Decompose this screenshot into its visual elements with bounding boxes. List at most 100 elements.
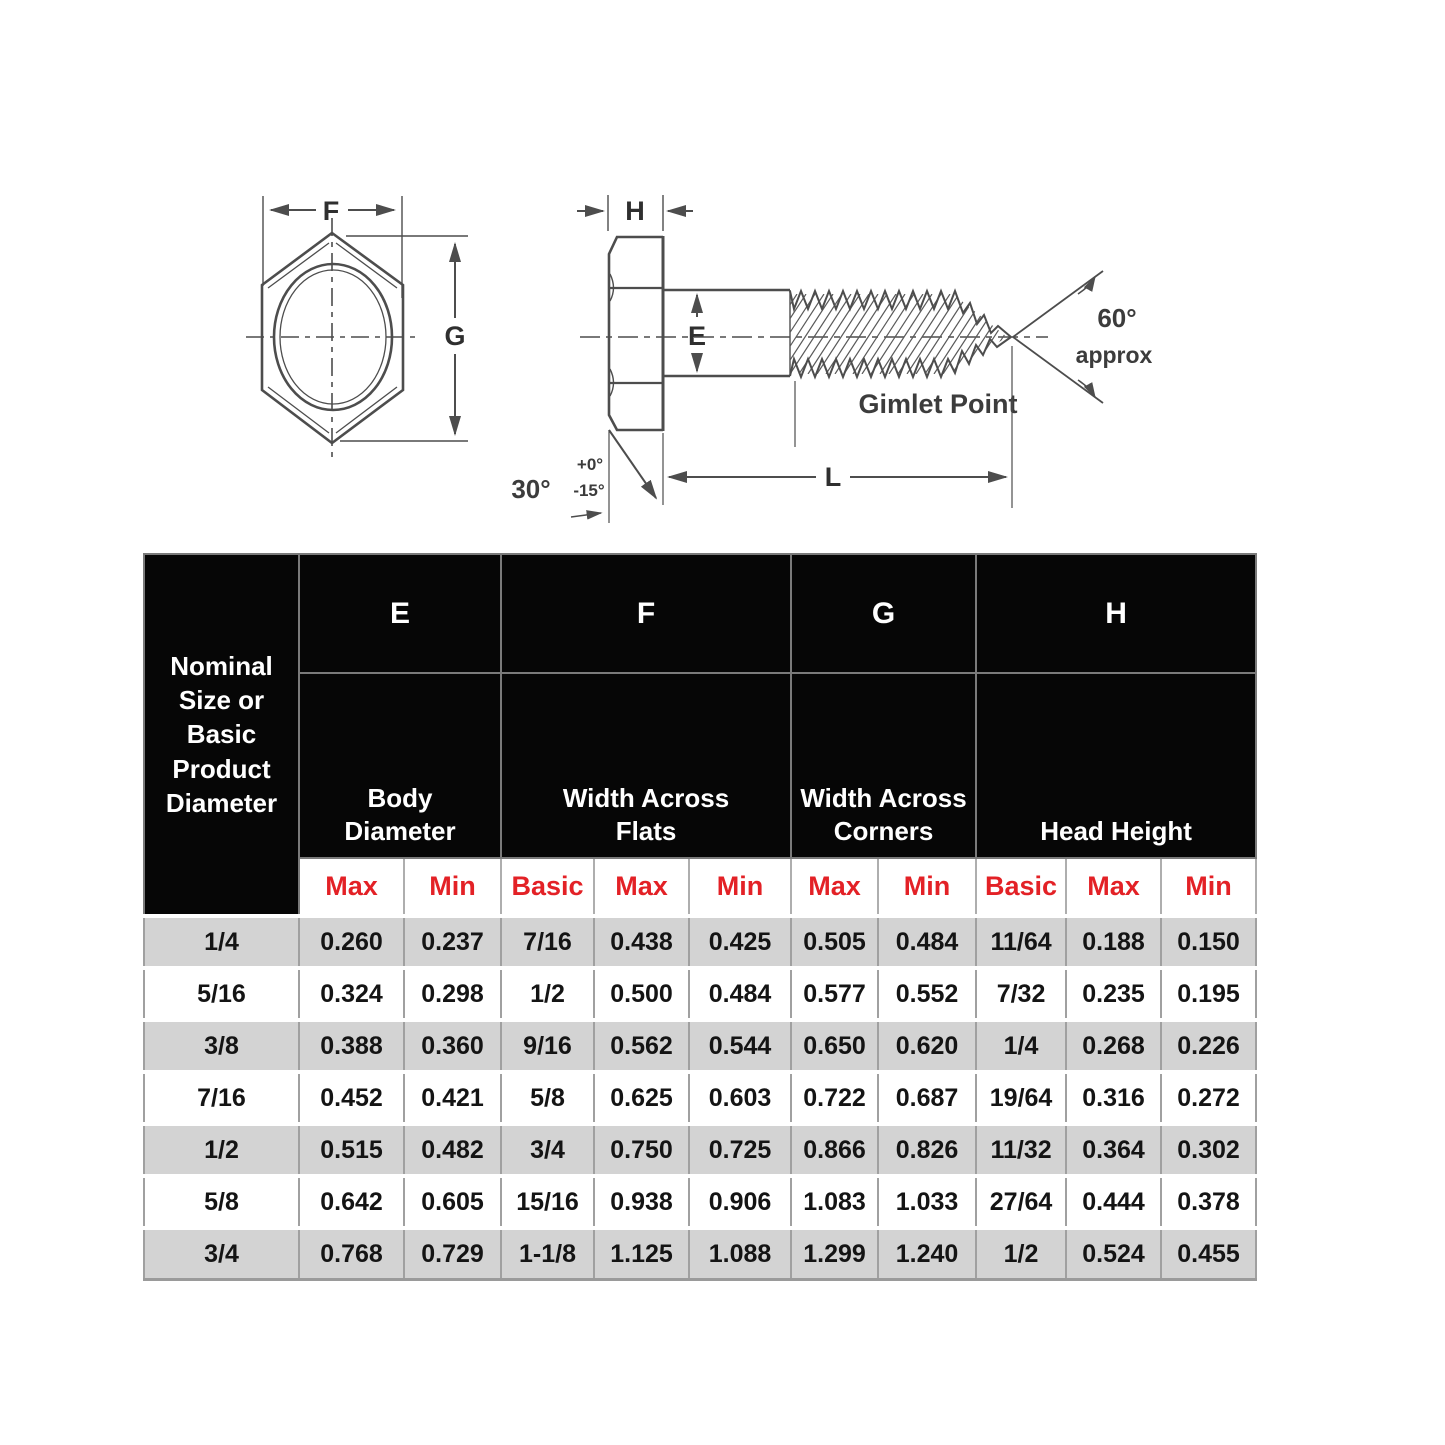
header-row-letters: Nominal Size or Basic Product Diameter E… xyxy=(143,553,1258,917)
value-cell: 0.444 xyxy=(1065,1174,1163,1230)
head-facet-lines xyxy=(609,286,663,385)
value-cell: 0.722 xyxy=(790,1070,880,1126)
corner-header-text: Nominal Size or Basic Product Diameter xyxy=(165,650,278,818)
table-row: 3/8 0.388 0.360 9/16 0.562 0.544 0.650 0.620 1/4… xyxy=(143,1018,1258,1074)
value-cell: 0.642 xyxy=(298,1174,405,1230)
row-size-cell: 5/8 xyxy=(143,1174,300,1230)
sub-g-min: Min xyxy=(877,857,978,917)
thread-profile-bottom xyxy=(789,336,1012,380)
col-group-h-name: Head Height xyxy=(975,672,1258,859)
value-cell: 0.524 xyxy=(1065,1226,1163,1281)
value-cell: 15/16 xyxy=(500,1174,596,1230)
value-cell: 5/8 xyxy=(500,1070,596,1126)
value-cell: 3/4 xyxy=(500,1122,596,1178)
value-cell: 1.088 xyxy=(688,1226,793,1281)
col-group-g-name: Width Across Corners xyxy=(790,672,978,859)
g-name-text: Width Across Corners xyxy=(800,783,967,846)
sub-f-max: Max xyxy=(593,857,691,917)
value-cell: 0.625 xyxy=(593,1070,691,1126)
header-row-names: Body Diameter Width Across Flats Width A… xyxy=(144,672,1258,859)
value-cell: 1/4 xyxy=(975,1018,1068,1074)
value-cell: 11/64 xyxy=(975,914,1068,970)
screw-body xyxy=(663,288,791,378)
row-size-cell: 3/4 xyxy=(143,1226,300,1281)
value-cell: 0.484 xyxy=(688,966,793,1022)
chamfer-angle-label: 30° xyxy=(511,474,550,504)
f-label: F xyxy=(323,196,340,226)
value-cell: 0.195 xyxy=(1160,966,1258,1022)
head-corner-arcs xyxy=(609,273,615,397)
value-cell: 0.237 xyxy=(402,914,503,970)
h-dimension: H xyxy=(577,195,693,231)
chamfer-angle-callout: 30° +0° -15° xyxy=(511,429,658,523)
value-cell: 0.906 xyxy=(688,1174,793,1230)
value-cell: 0.455 xyxy=(1160,1226,1258,1281)
value-cell: 7/16 xyxy=(500,914,596,970)
value-cell: 0.687 xyxy=(877,1070,978,1126)
g-label: G xyxy=(444,321,465,351)
value-cell: 0.484 xyxy=(877,914,978,970)
value-cell: 1.240 xyxy=(877,1226,978,1281)
e-dimension: E xyxy=(688,293,706,373)
value-cell: 0.515 xyxy=(298,1122,405,1178)
threaded-section xyxy=(789,288,1012,447)
col-group-g-letter: G xyxy=(790,553,978,674)
hex-head-side-view xyxy=(607,235,665,432)
value-cell: 0.562 xyxy=(593,1018,691,1074)
value-cell: 0.425 xyxy=(688,914,793,970)
row-size-cell: 1/2 xyxy=(143,1122,300,1178)
h-name-text: Head Height xyxy=(1040,815,1192,846)
value-cell: 0.482 xyxy=(402,1122,503,1178)
l-label: L xyxy=(825,462,842,492)
table-row: 1/2 0.515 0.482 3/4 0.750 0.725 0.866 0.826 11/3… xyxy=(143,1122,1258,1178)
head-outline xyxy=(607,235,663,432)
col-group-e-name: Body Diameter xyxy=(297,672,503,859)
thread-profile-top xyxy=(789,288,1012,338)
value-cell: 0.505 xyxy=(790,914,880,970)
value-cell: 27/64 xyxy=(975,1174,1068,1230)
sub-h-basic: Basic xyxy=(975,857,1068,917)
gimlet-point-label: Gimlet Point xyxy=(858,389,1017,419)
value-cell: 0.826 xyxy=(877,1122,978,1178)
value-cell: 0.603 xyxy=(688,1070,793,1126)
sub-f-basic: Basic xyxy=(500,857,596,917)
value-cell: 1.083 xyxy=(790,1174,880,1230)
value-cell: 0.938 xyxy=(593,1174,691,1230)
hex-head-front-view xyxy=(246,218,420,457)
lag-screw-spec-table: Nominal Size or Basic Product Diameter E… xyxy=(143,553,1258,1281)
table-row: 5/16 0.324 0.298 1/2 0.500 0.484 0.577 0.552 7/3… xyxy=(143,966,1258,1022)
row-size-cell: 5/16 xyxy=(143,966,300,1022)
sub-h-max: Max xyxy=(1065,857,1163,917)
thread-hatching xyxy=(790,294,1007,374)
value-cell: 1/2 xyxy=(500,966,596,1022)
row-size-cell: 7/16 xyxy=(143,1070,300,1126)
sub-g-max: Max xyxy=(790,857,880,917)
sub-f-min: Min xyxy=(688,857,793,917)
point-angle-label: 60° xyxy=(1097,303,1136,333)
value-cell: 0.866 xyxy=(790,1122,880,1178)
value-cell: 0.360 xyxy=(402,1018,503,1074)
sub-e-min: Min xyxy=(402,857,503,917)
table-row: 7/16 0.452 0.421 5/8 0.625 0.603 0.722 0.687 19/… xyxy=(143,1070,1258,1126)
value-cell: 0.324 xyxy=(298,966,405,1022)
value-cell: 0.302 xyxy=(1160,1122,1258,1178)
value-cell: 0.316 xyxy=(1065,1070,1163,1126)
value-cell: 1.033 xyxy=(877,1174,978,1230)
value-cell: 9/16 xyxy=(500,1018,596,1074)
value-cell: 0.650 xyxy=(790,1018,880,1074)
value-cell: 19/64 xyxy=(975,1070,1068,1126)
value-cell: 0.378 xyxy=(1160,1174,1258,1230)
table-row: 1/4 0.260 0.237 7/16 0.438 0.425 0.505 0.484 11/… xyxy=(143,914,1258,970)
table-row: 3/4 0.768 0.729 1-1/8 1.125 1.088 1.299 1.240 1/… xyxy=(143,1226,1258,1281)
value-cell: 0.438 xyxy=(593,914,691,970)
l-dimension: L xyxy=(662,346,1013,508)
value-cell: 11/32 xyxy=(975,1122,1068,1178)
value-cell: 1/2 xyxy=(975,1226,1068,1281)
col-group-e-letter: E xyxy=(297,553,503,674)
hexagon-chamfer-lines xyxy=(267,242,398,434)
value-cell: 0.364 xyxy=(1065,1122,1163,1178)
value-cell: 0.388 xyxy=(298,1018,405,1074)
corner-header-cell: Nominal Size or Basic Product Diameter xyxy=(143,553,300,917)
lag-screw-technical-drawing: F G H 30° +0° -15° E xyxy=(246,195,1153,523)
sub-e-max: Max xyxy=(298,857,405,917)
